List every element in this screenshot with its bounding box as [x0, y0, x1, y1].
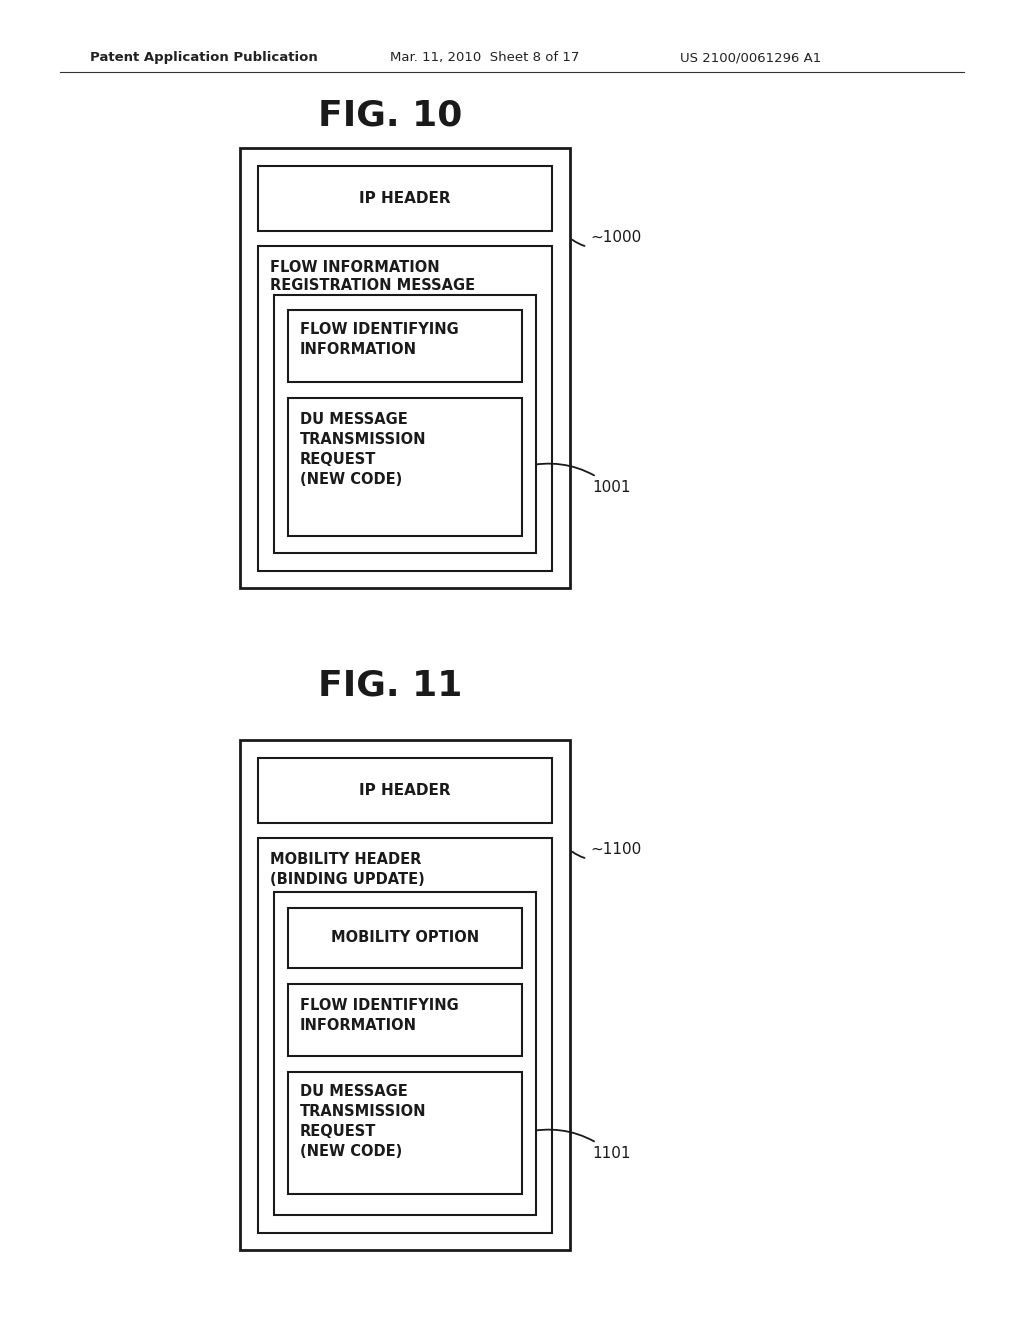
Text: 1001: 1001 [524, 463, 631, 495]
Text: DU MESSAGE: DU MESSAGE [300, 1085, 408, 1100]
Bar [288, 1072, 522, 1195]
Text: INFORMATION: INFORMATION [300, 1019, 417, 1034]
Text: IP HEADER: IP HEADER [359, 191, 451, 206]
Text: US 2100/0061296 A1: US 2100/0061296 A1 [680, 51, 821, 65]
Text: REQUEST: REQUEST [300, 1125, 377, 1139]
Bar [274, 294, 536, 553]
Text: TRANSMISSION: TRANSMISSION [300, 433, 427, 447]
Bar [274, 892, 536, 1214]
Bar [288, 908, 522, 968]
Bar [240, 148, 570, 587]
Text: REGISTRATION MESSAGE: REGISTRATION MESSAGE [270, 279, 475, 293]
Text: FLOW IDENTIFYING: FLOW IDENTIFYING [300, 998, 459, 1014]
Text: FLOW INFORMATION: FLOW INFORMATION [270, 260, 439, 276]
Text: DU MESSAGE: DU MESSAGE [300, 412, 408, 428]
Text: FLOW IDENTIFYING: FLOW IDENTIFYING [300, 322, 459, 338]
Text: TRANSMISSION: TRANSMISSION [300, 1105, 427, 1119]
Text: FIG. 11: FIG. 11 [317, 668, 462, 702]
Text: MOBILITY OPTION: MOBILITY OPTION [331, 931, 479, 945]
Bar [288, 310, 522, 381]
Text: REQUEST: REQUEST [300, 453, 377, 467]
Text: (NEW CODE): (NEW CODE) [300, 1144, 402, 1159]
Text: Patent Application Publication: Patent Application Publication [90, 51, 317, 65]
Bar [258, 838, 552, 1233]
Text: (NEW CODE): (NEW CODE) [300, 473, 402, 487]
Text: FIG. 10: FIG. 10 [317, 98, 462, 132]
Text: MOBILITY HEADER: MOBILITY HEADER [270, 853, 421, 867]
Bar [258, 246, 552, 572]
Text: INFORMATION: INFORMATION [300, 342, 417, 358]
Text: ~1100: ~1100 [572, 842, 641, 858]
Text: ~1000: ~1000 [572, 231, 641, 246]
Bar [288, 983, 522, 1056]
Text: 1101: 1101 [524, 1130, 631, 1160]
Text: (BINDING UPDATE): (BINDING UPDATE) [270, 873, 425, 887]
Text: IP HEADER: IP HEADER [359, 783, 451, 799]
Bar [240, 741, 570, 1250]
Text: Mar. 11, 2010  Sheet 8 of 17: Mar. 11, 2010 Sheet 8 of 17 [390, 51, 580, 65]
Bar [258, 166, 552, 231]
Bar [258, 758, 552, 822]
Bar [288, 399, 522, 536]
